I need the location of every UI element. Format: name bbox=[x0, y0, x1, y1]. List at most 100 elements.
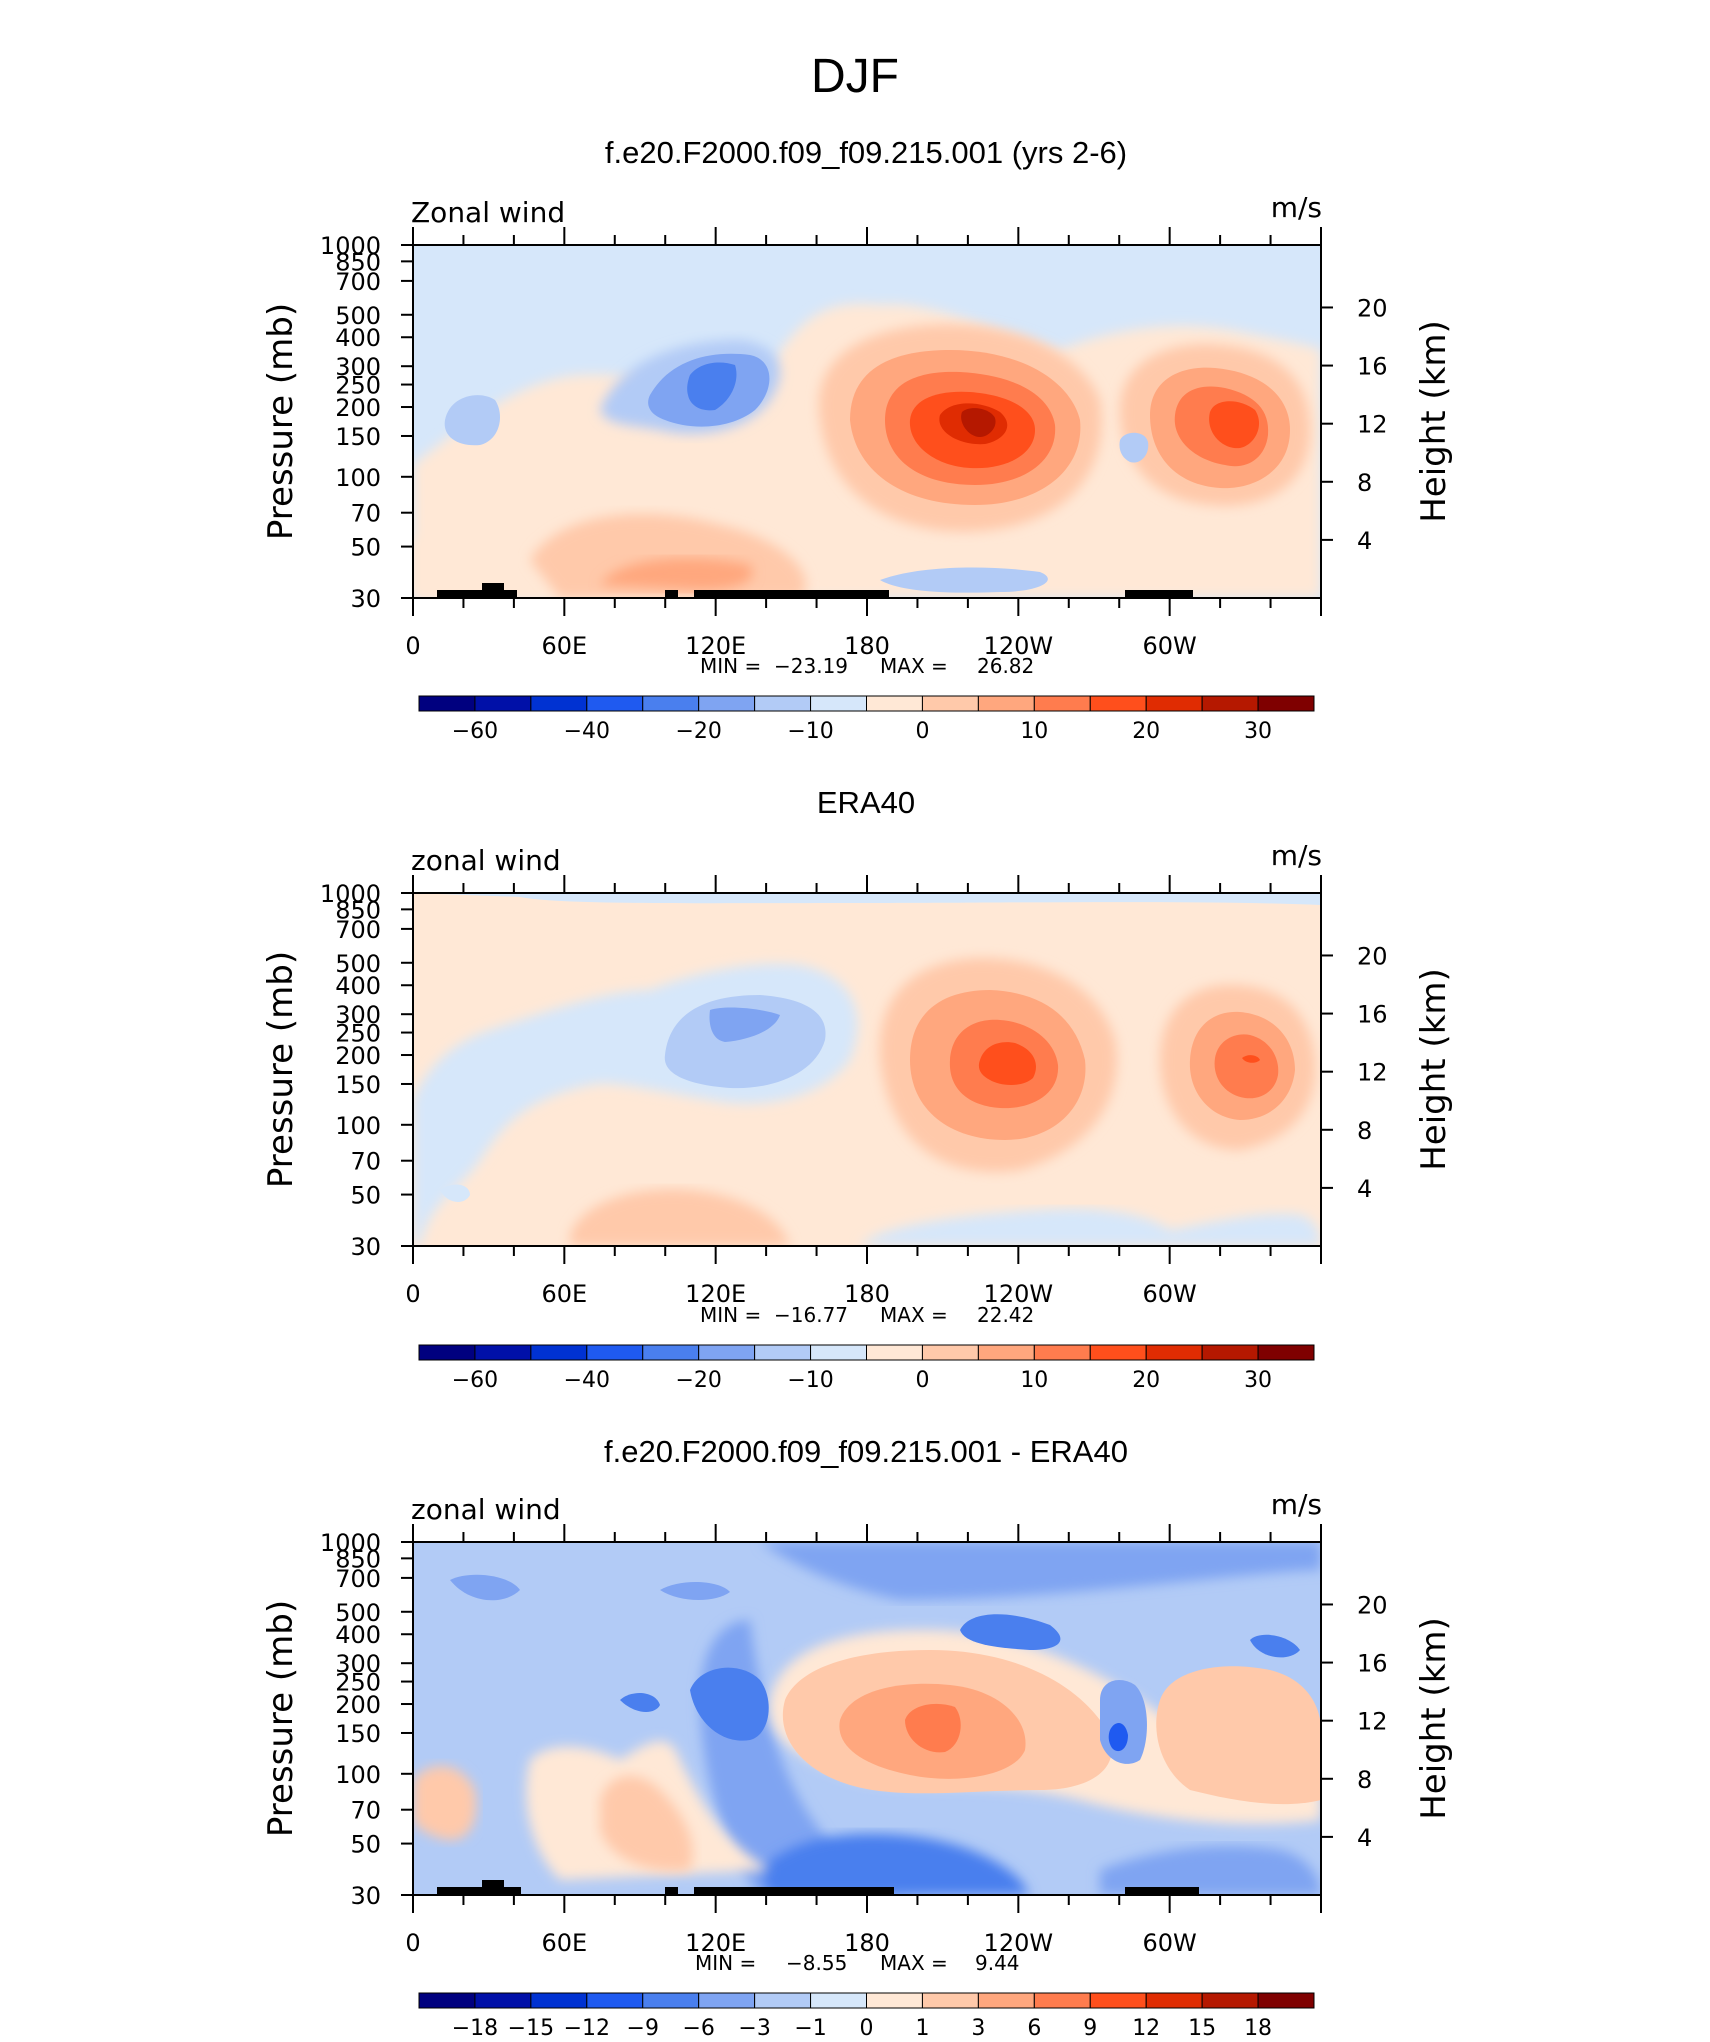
pressure-tick-label: 200 bbox=[335, 394, 381, 422]
colorbar-swatch bbox=[1145, 695, 1203, 712]
colorbar-tick-label: 0 bbox=[915, 719, 929, 744]
colorbar-swatch bbox=[1145, 1992, 1203, 2009]
height-tick-label: 8 bbox=[1357, 469, 1372, 497]
panel-1-min-label: MIN = bbox=[700, 654, 761, 678]
longitude-tick-label: 180 bbox=[844, 1929, 890, 1957]
pressure-tick-label: 70 bbox=[350, 500, 381, 528]
colorbar-swatch bbox=[1089, 1344, 1147, 1361]
colorbar-tick-label: −3 bbox=[738, 2016, 770, 2038]
pressure-tick-label: 400 bbox=[335, 972, 381, 1000]
pressure-tick-label: 30 bbox=[350, 1882, 381, 1910]
colorbar-swatch bbox=[474, 1992, 532, 2009]
longitude-tick-label: 60E bbox=[541, 1280, 587, 1308]
height-tick-label: 8 bbox=[1357, 1117, 1372, 1145]
longitude-tick-label: 180 bbox=[844, 632, 890, 660]
colorbar-swatch bbox=[921, 1992, 979, 2009]
pressure-tick-label: 70 bbox=[350, 1148, 381, 1176]
pressure-tick-label: 150 bbox=[335, 423, 381, 451]
pressure-tick-label: 100 bbox=[335, 1761, 381, 1789]
colorbar-swatch bbox=[418, 695, 476, 712]
pressure-tick-label: 250 bbox=[335, 372, 381, 400]
panel-1: f.e20.F2000.f09_f09.215.001 (yrs 2-6) Zo… bbox=[261, 135, 1454, 744]
height-tick-label: 4 bbox=[1357, 527, 1372, 555]
colorbar-swatch bbox=[1089, 695, 1147, 712]
panel-2-contour-field bbox=[413, 893, 1321, 1246]
colorbar-swatch bbox=[1145, 1344, 1203, 1361]
y2-axis-label: Height (km) bbox=[1414, 968, 1454, 1171]
colorbar-swatch bbox=[1201, 1992, 1259, 2009]
colorbar-swatch bbox=[1201, 1344, 1259, 1361]
colorbar-swatch bbox=[866, 1344, 923, 1361]
colorbar-tick-label: −20 bbox=[675, 719, 721, 744]
pressure-tick-label: 500 bbox=[335, 302, 381, 330]
colorbar-swatch bbox=[530, 1344, 588, 1361]
panel-2-variable-label: zonal wind bbox=[411, 844, 561, 877]
colorbar-swatch bbox=[418, 1992, 476, 2009]
colorbar-swatch bbox=[977, 695, 1035, 712]
pressure-tick-label: 300 bbox=[335, 1001, 381, 1029]
pressure-tick-label: 700 bbox=[335, 1565, 381, 1593]
panel-2-min-value: −16.77 bbox=[774, 1303, 848, 1327]
colorbar-swatch bbox=[1033, 695, 1091, 712]
colorbar-swatch bbox=[866, 1992, 923, 2009]
pressure-tick-label: 150 bbox=[335, 1071, 381, 1099]
colorbar-tick-label: −60 bbox=[452, 1368, 498, 1393]
panel-3-max-label: MAX = bbox=[880, 1951, 948, 1975]
colorbar-tick-label: −12 bbox=[564, 2016, 610, 2038]
colorbar-tick-label: 12 bbox=[1132, 2016, 1160, 2038]
height-tick-label: 4 bbox=[1357, 1175, 1372, 1203]
pressure-tick-label: 1000 bbox=[320, 880, 381, 908]
colorbar-swatch bbox=[698, 1992, 756, 2009]
colorbar-tick-label: −1 bbox=[794, 2016, 826, 2038]
pressure-tick-label: 500 bbox=[335, 1599, 381, 1627]
height-tick-label: 4 bbox=[1357, 1824, 1372, 1852]
colorbar-tick-label: 0 bbox=[915, 1368, 929, 1393]
longitude-tick-label: 120E bbox=[685, 1280, 746, 1308]
panel-1-max-value: 26.82 bbox=[977, 654, 1034, 678]
pressure-tick-label: 850 bbox=[335, 1545, 381, 1573]
colorbar-tick-label: 1 bbox=[915, 2016, 929, 2038]
pressure-tick-label: 1000 bbox=[320, 232, 381, 260]
colorbar-tick-label: 15 bbox=[1188, 2016, 1216, 2038]
panel-3: f.e20.F2000.f09_f09.215.001 - ERA40 zona… bbox=[261, 1434, 1454, 2041]
pressure-tick-label: 100 bbox=[335, 464, 381, 492]
colorbar-swatch bbox=[1089, 1992, 1147, 2009]
colorbar-swatch bbox=[1033, 1992, 1091, 2009]
longitude-tick-label: 60W bbox=[1143, 1280, 1197, 1308]
colorbar-swatch bbox=[418, 1344, 476, 1361]
colorbar-swatch bbox=[698, 1344, 756, 1361]
longitude-tick-label: 120W bbox=[984, 1280, 1054, 1308]
longitude-tick-label: 180 bbox=[844, 1280, 890, 1308]
height-tick-label: 12 bbox=[1357, 1708, 1388, 1736]
longitude-tick-label: 0 bbox=[405, 632, 420, 660]
panel-1-min-value: −23.19 bbox=[774, 654, 848, 678]
pressure-tick-label: 1000 bbox=[320, 1529, 381, 1557]
colorbar-swatch bbox=[810, 695, 867, 712]
pressure-tick-label: 300 bbox=[335, 1650, 381, 1678]
colorbar-tick-label: −10 bbox=[787, 719, 833, 744]
pressure-tick-label: 30 bbox=[350, 585, 381, 613]
colorbar-swatch bbox=[586, 1992, 644, 2009]
colorbar-swatch bbox=[754, 1992, 812, 2009]
longitude-tick-label: 120E bbox=[685, 632, 746, 660]
colorbar-tick-label: −20 bbox=[675, 1368, 721, 1393]
panel-2-max-label: MAX = bbox=[880, 1303, 948, 1327]
colorbar-swatch bbox=[1033, 1344, 1091, 1361]
longitude-tick-label: 120E bbox=[685, 1929, 746, 1957]
colorbar-swatch bbox=[642, 1992, 700, 2009]
panel-3-contour-field bbox=[413, 1542, 1321, 1895]
pressure-tick-label: 850 bbox=[335, 896, 381, 924]
colorbar-1: −60 −40 −20 −10 0 10 20 30 bbox=[418, 695, 1315, 744]
pressure-tick-label: 30 bbox=[350, 1233, 381, 1261]
panel-1-contour-field bbox=[413, 245, 1321, 598]
height-tick-label: 12 bbox=[1357, 411, 1388, 439]
colorbar-swatch bbox=[977, 1344, 1035, 1361]
height-tick-label: 8 bbox=[1357, 1766, 1372, 1794]
longitude-tick-label: 60W bbox=[1143, 1929, 1197, 1957]
panel-1-max-label: MAX = bbox=[880, 654, 948, 678]
height-tick-label: 20 bbox=[1357, 942, 1388, 970]
panel-3-topography bbox=[437, 1880, 1199, 1895]
pressure-tick-label: 700 bbox=[335, 916, 381, 944]
panel-2-units: m/s bbox=[1271, 839, 1322, 872]
colorbar-2: −60 −40 −20 −10 0 10 20 30 bbox=[418, 1344, 1315, 1393]
